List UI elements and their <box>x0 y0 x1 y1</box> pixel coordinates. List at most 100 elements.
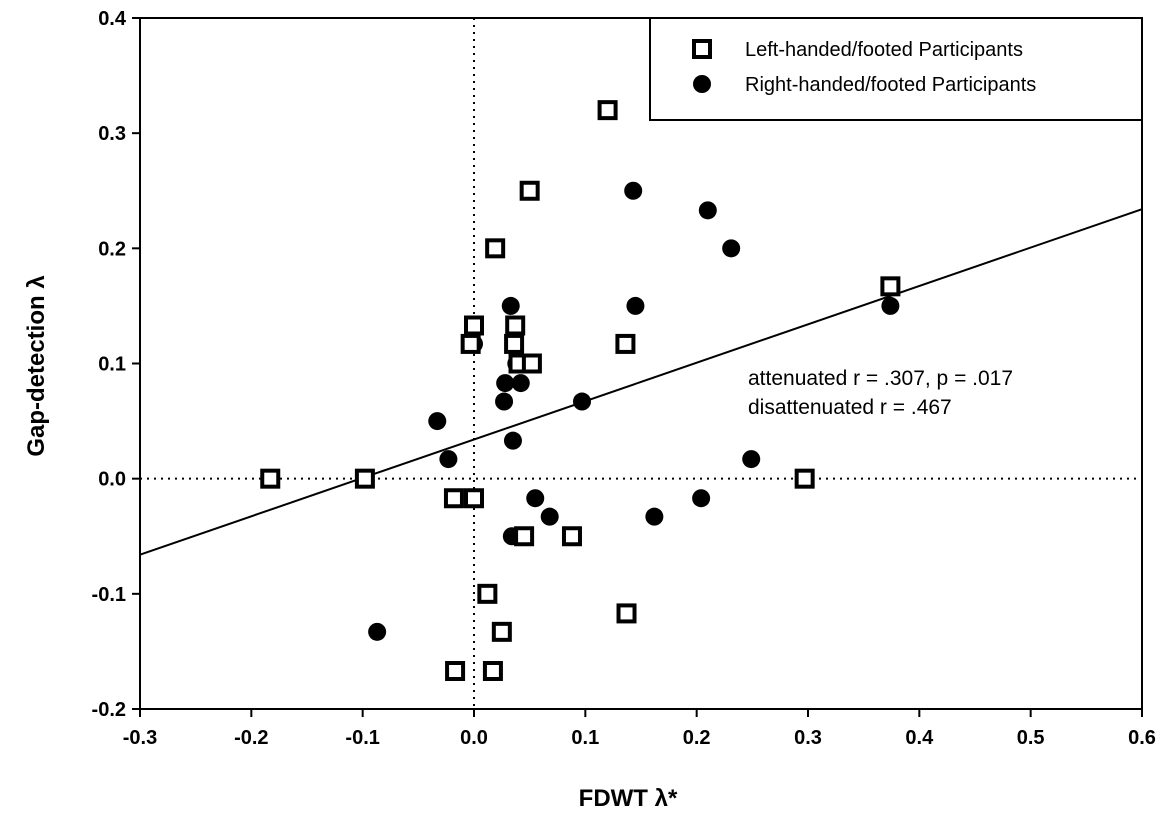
square-marker-center <box>363 477 367 481</box>
x-tick-label: -0.2 <box>234 727 268 749</box>
y-tick-label: 0.0 <box>98 469 126 491</box>
right-handed-point <box>526 489 545 508</box>
left-handed-point <box>505 315 526 336</box>
right-handed-point <box>511 374 530 393</box>
square-marker-center <box>570 534 574 538</box>
annotation-attenuated: attenuated r = .307, p = .017 <box>748 367 1013 390</box>
axes <box>132 17 1143 717</box>
right-handed-point <box>698 201 717 220</box>
square-marker-center <box>500 630 504 634</box>
left-handed-point <box>597 100 618 121</box>
left-handed-point <box>443 488 464 509</box>
left-handed-point <box>354 468 375 489</box>
square-marker-center <box>623 342 627 346</box>
x-tick-label: 0.1 <box>571 727 599 749</box>
x-tick-label: 0.3 <box>794 727 822 749</box>
y-tick-label: 0.4 <box>98 8 127 30</box>
left-handed-point <box>445 660 466 681</box>
left-handed-point <box>464 488 484 509</box>
left-handed-point <box>794 468 815 489</box>
right-handed-point <box>368 622 387 641</box>
x-tick-label: 0.5 <box>1017 727 1045 749</box>
x-tick-label: -0.3 <box>123 727 157 749</box>
annotation-disattenuated: disattenuated r = .467 <box>748 396 952 419</box>
left-handed-point <box>521 353 542 374</box>
square-marker-center <box>625 611 629 615</box>
left-handed-point <box>561 526 582 547</box>
x-tick-label: 0.0 <box>460 727 488 749</box>
right-handed-point <box>572 392 591 411</box>
square-marker-center <box>493 246 497 250</box>
x-tick-label: 0.6 <box>1128 727 1156 749</box>
y-axis-title: Gap-detection λ <box>23 275 50 456</box>
x-axis-title: FDWT λ* <box>579 785 678 812</box>
square-marker-center <box>513 323 517 327</box>
right-handed-point <box>495 392 514 411</box>
left-handed-point <box>616 603 637 624</box>
x-tick-label: 0.4 <box>905 727 934 749</box>
legend-circle-marker <box>693 75 711 93</box>
left-handed-point <box>260 468 281 489</box>
right-handed-point <box>439 450 458 469</box>
right-handed-point <box>501 296 520 315</box>
left-handed-point <box>464 315 484 336</box>
right-handed-point <box>540 507 559 526</box>
square-marker-center <box>485 592 489 596</box>
square-marker-center <box>469 342 473 346</box>
square-marker-center <box>268 477 272 481</box>
right-handed-point <box>624 181 643 200</box>
left-handed-point <box>880 276 901 297</box>
legend-square-marker <box>692 39 712 59</box>
square-marker-center <box>888 284 892 288</box>
y-tick-label: 0.1 <box>98 354 126 376</box>
left-handed-point <box>485 238 506 259</box>
square-marker-center <box>472 323 476 327</box>
square-marker-center <box>472 496 476 500</box>
square-marker-center <box>803 477 807 481</box>
x-tick-label: 0.2 <box>683 727 711 749</box>
right-handed-point <box>503 431 522 450</box>
square-marker-center <box>453 669 457 673</box>
right-handed-point <box>692 489 711 508</box>
square-marker-center <box>522 534 526 538</box>
legend-box <box>649 17 1143 121</box>
legend: Left-handed/footed Participants Right-ha… <box>649 17 1143 121</box>
right-handed-point <box>881 296 900 315</box>
right-handed-point <box>428 412 447 431</box>
square-marker-center <box>700 47 704 51</box>
right-handed-point <box>722 239 741 258</box>
left-handed-point <box>491 621 512 642</box>
y-tick-label: 0.3 <box>98 123 126 145</box>
left-handed-point <box>504 333 525 354</box>
plot-frame <box>139 17 1143 710</box>
right-handed-point <box>626 296 645 315</box>
square-marker-center <box>606 108 610 112</box>
left-handed-point <box>615 333 636 354</box>
square-marker-center <box>491 669 495 673</box>
square-marker-center <box>530 362 534 365</box>
y-tick-label: -0.2 <box>92 699 126 721</box>
right-handed-point <box>496 374 515 393</box>
left-handed-point <box>482 660 503 681</box>
legend-marker-right <box>693 75 711 93</box>
right-handed-point <box>645 507 664 526</box>
y-tick-label: 0.2 <box>98 238 126 260</box>
regression-line-group <box>139 208 1143 556</box>
square-marker-center <box>452 496 456 500</box>
square-marker-center <box>517 362 521 365</box>
tick-labels: -0.3 -0.2 -0.1 0.0 0.1 0.2 0.3 0.4 0.5 0.6 -0.2 -0.… <box>92 8 1156 749</box>
right-handed-point <box>742 450 761 469</box>
square-marker-center <box>512 342 516 346</box>
left-handed-point <box>519 180 540 201</box>
left-handed-point <box>477 583 498 604</box>
regression-line <box>139 208 1143 556</box>
legend-label-right: Right-handed/footed Participants <box>745 74 1036 96</box>
legend-label-left: Left-handed/footed Participants <box>745 39 1023 61</box>
data-points <box>260 100 901 681</box>
y-tick-label: -0.1 <box>92 584 126 606</box>
square-marker-center <box>528 189 532 193</box>
x-tick-label: -0.1 <box>345 727 379 749</box>
left-handed-point <box>514 526 535 547</box>
reference-lines <box>140 18 1142 709</box>
